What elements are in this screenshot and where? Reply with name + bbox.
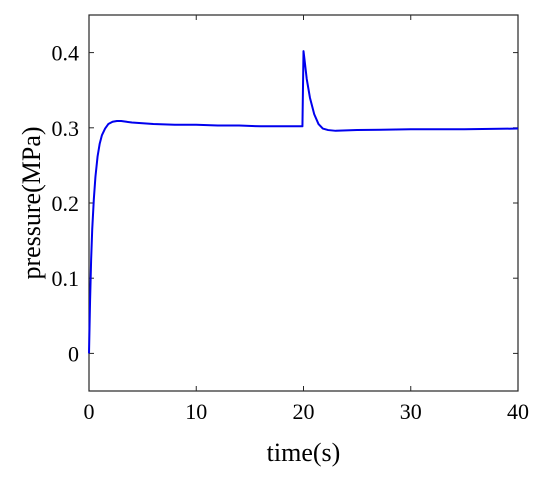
x-tick-label: 40 xyxy=(507,399,529,424)
y-tick-label: 0.3 xyxy=(52,116,80,141)
tick-labels: 0 10 20 30 40 0 0.1 0.2 0.3 0.4 xyxy=(52,41,530,424)
x-tick-label: 20 xyxy=(293,399,315,424)
x-tick-label: 0 xyxy=(84,399,95,424)
series-line-1 xyxy=(88,50,519,354)
y-tick-label: 0.2 xyxy=(52,191,80,216)
x-tick-label: 10 xyxy=(185,399,207,424)
y-tick-label: 0 xyxy=(68,341,79,366)
y-axis-label: pressure(MPa) xyxy=(17,126,46,279)
y-tick-label: 0.1 xyxy=(52,266,80,291)
y-tick-label: 0.4 xyxy=(52,41,80,66)
x-axis-label: time(s) xyxy=(267,438,341,467)
x-tick-label: 30 xyxy=(400,399,422,424)
series-layer xyxy=(88,50,519,354)
